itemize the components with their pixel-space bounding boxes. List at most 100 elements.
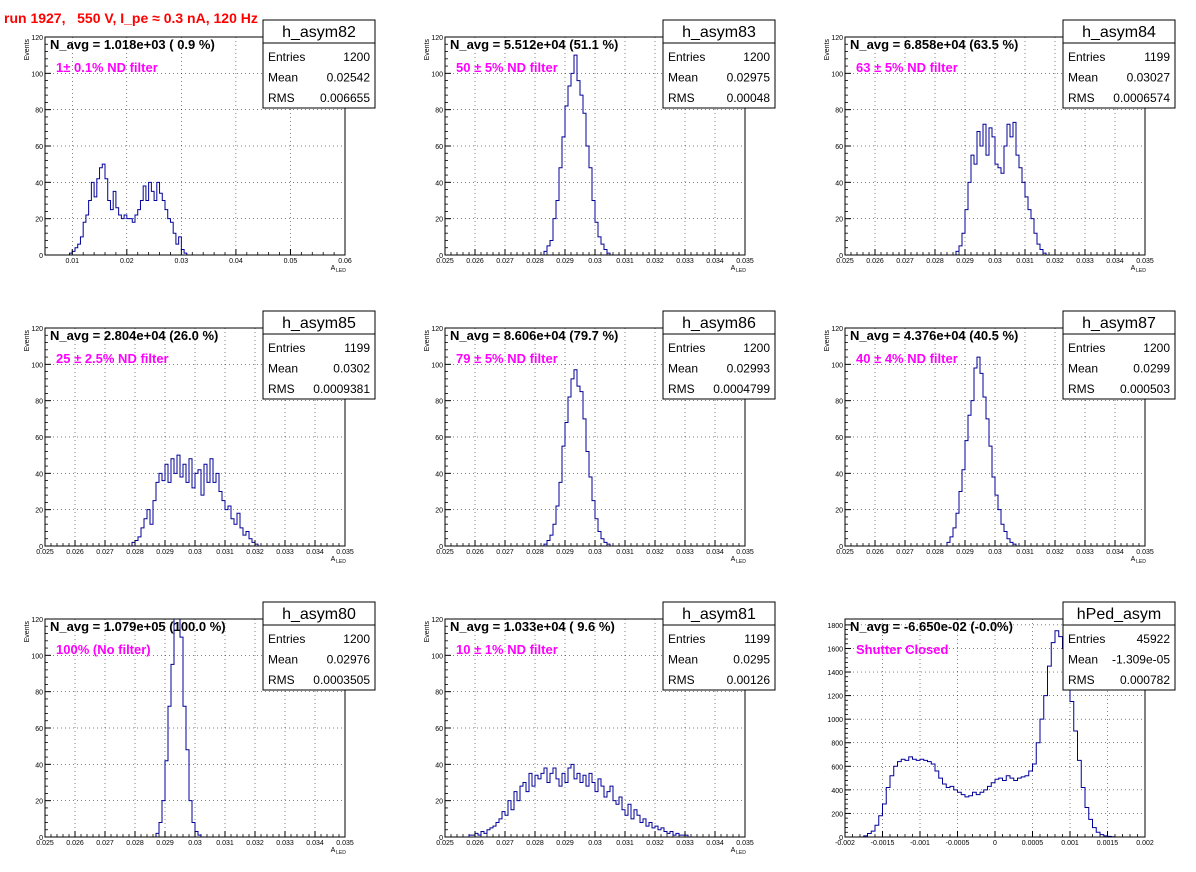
tick-label-x: 0.03: [588, 549, 602, 556]
stats-value-entries: 1200: [343, 632, 370, 646]
stats-key-rms: RMS: [268, 673, 295, 687]
tick-label-x: 0.029: [556, 549, 574, 556]
tick-label-x: 0.033: [676, 258, 694, 265]
tick-label-y: 100: [431, 71, 443, 78]
tick-label-x: 0.032: [646, 258, 664, 265]
stats-value-rms: 0.0006574: [1113, 91, 1170, 105]
histogram-panel-h_asym82: 0.01 0.02 0.03 0.04 0.05 0.06020406080100120E…: [24, 19, 376, 274]
histogram-panel-h_asym81: 0.025 0.026 0.027 0.028 0.029 0.03 0.031 0.032 0…: [424, 601, 776, 856]
tick-label-x: 0.031: [1016, 258, 1034, 265]
tick-label-x: 0.0005: [1022, 840, 1044, 847]
stats-box-title: hPed_asym: [1077, 606, 1162, 623]
tick-label-x: 0.035: [736, 549, 754, 556]
tick-label-y: 20: [35, 508, 43, 515]
histogram-line: [946, 356, 1017, 546]
tick-label-y: 100: [31, 653, 43, 660]
tick-label-x: 0.032: [246, 549, 264, 556]
tick-label-y: 60: [435, 435, 443, 442]
histogram-line: [863, 630, 1116, 838]
tick-label-x: 0.002: [1136, 840, 1154, 847]
tick-label-y: 120: [431, 617, 443, 624]
tick-label-x: 0.033: [1076, 549, 1094, 556]
stats-key-mean: Mean: [668, 71, 698, 85]
histogram-line: [543, 369, 611, 546]
stats-key-mean: Mean: [268, 653, 298, 667]
histogram-panel-h_asym86: 0.025 0.026 0.027 0.028 0.029 0.03 0.031 0.032 0…: [424, 310, 776, 565]
tick-label-x: 0.027: [496, 549, 514, 556]
tick-label-x: 0.03: [988, 549, 1002, 556]
stats-value-entries: 1199: [1144, 50, 1170, 64]
navg-label: N_avg = 5.512e+04 (51.1 %): [450, 37, 618, 52]
stats-value-entries: 1200: [343, 50, 370, 64]
tick-label-y: 0: [839, 835, 843, 842]
tick-label-y: 200: [831, 811, 843, 818]
stats-key-rms: RMS: [1068, 91, 1095, 105]
stats-key-rms: RMS: [268, 91, 295, 105]
filter-note: 1± 0.1% ND filter: [56, 60, 158, 75]
stats-box-title: h_asym82: [282, 24, 356, 41]
tick-label-x: 0.027: [896, 549, 914, 556]
tick-label-y: 20: [435, 508, 443, 515]
stats-key-mean: Mean: [1068, 653, 1098, 667]
stats-value-entries: 45922: [1137, 632, 1171, 646]
tick-label-y: 60: [435, 726, 443, 733]
stats-box-title: h_asym80: [282, 606, 356, 623]
tick-label-x: 0.026: [466, 549, 484, 556]
tick-label-x: 0.031: [216, 840, 234, 847]
tick-label-y: 120: [31, 35, 43, 42]
tick-label-x: 0.034: [1106, 258, 1124, 265]
tick-label-x: 0.033: [276, 549, 294, 556]
tick-label-y: 40: [435, 762, 443, 769]
navg-label: N_avg = -6.650e-02 (-0.0%): [850, 619, 1013, 634]
stats-key-entries: Entries: [268, 632, 305, 646]
stats-value-mean: 0.0299: [1133, 362, 1170, 376]
stats-value-entries: 1200: [1143, 341, 1170, 355]
tick-label-x: 0.035: [336, 549, 354, 556]
tick-label-x: 0.03: [988, 258, 1002, 265]
tick-label-y: 120: [31, 617, 43, 624]
tick-label-x: 0.034: [1106, 549, 1124, 556]
histogram-line: [543, 54, 611, 255]
x-axis-label-subscript: LED: [1136, 559, 1146, 565]
tick-label-x: 0.034: [706, 840, 724, 847]
tick-label-x: 0.035: [1136, 258, 1154, 265]
stats-value-rms: 0.000503: [1120, 382, 1170, 396]
x-axis-label: A: [331, 265, 336, 272]
tick-label-y: 40: [835, 180, 843, 187]
tick-label-y: 1000: [827, 717, 843, 724]
tick-label-x: 0.025: [836, 258, 854, 265]
tick-label-x: 0.001: [1061, 840, 1079, 847]
tick-label-y: 20: [35, 217, 43, 224]
tick-label-y: 100: [431, 653, 443, 660]
tick-label-x: 0.034: [306, 549, 324, 556]
stats-value-mean: -1.309e-05: [1112, 653, 1170, 667]
navg-label: N_avg = 1.079e+05 (100.0 %): [50, 619, 226, 634]
tick-label-x: -0.0005: [946, 840, 970, 847]
tick-label-y: 0: [839, 544, 843, 551]
tick-label-x: 0.03: [588, 258, 602, 265]
histogram-panel-h_asym85: 0.025 0.026 0.027 0.028 0.029 0.03 0.031 0.032 0…: [24, 310, 376, 565]
navg-label: N_avg = 1.018e+03 ( 0.9 %): [50, 37, 215, 52]
tick-label-x: 0.034: [306, 840, 324, 847]
x-axis-label-subscript: LED: [336, 559, 346, 565]
stats-key-rms: RMS: [668, 673, 695, 687]
stats-value-mean: 0.0295: [733, 653, 770, 667]
tick-label-y: 80: [35, 690, 43, 697]
tick-label-x: 0.028: [126, 840, 144, 847]
tick-label-x: 0.04: [229, 258, 243, 265]
tick-label-x: 0.02: [120, 258, 134, 265]
filter-note: 50 ± 5% ND filter: [456, 60, 558, 75]
tick-label-y: 1400: [827, 670, 843, 677]
tick-label-x: 0.029: [956, 549, 974, 556]
tick-label-y: 400: [831, 788, 843, 795]
tick-label-x: 0.034: [706, 258, 724, 265]
tick-label-x: 0.026: [66, 549, 84, 556]
tick-label-x: -0.001: [910, 840, 930, 847]
stats-box: [662, 19, 776, 109]
stats-box-title: h_asym83: [682, 24, 756, 41]
tick-label-x: 0.031: [616, 840, 634, 847]
tick-label-x: 0.03: [175, 258, 189, 265]
tick-label-y: 20: [435, 217, 443, 224]
stats-key-entries: Entries: [668, 341, 705, 355]
tick-label-y: 80: [35, 399, 43, 406]
